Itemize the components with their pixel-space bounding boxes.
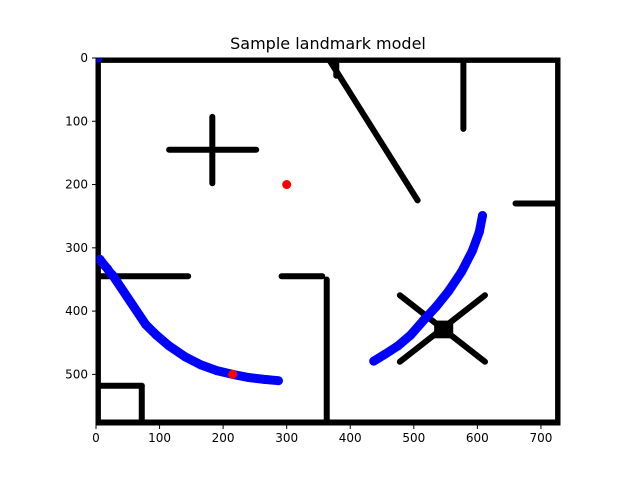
track-point: [406, 330, 416, 340]
track-point: [151, 330, 161, 340]
x-tick-label: 600: [466, 431, 489, 445]
x-tick-label: 400: [339, 431, 362, 445]
y-tick-label: 200: [65, 178, 88, 192]
track-point: [244, 373, 254, 383]
track-point: [477, 211, 487, 221]
track-point: [467, 246, 477, 256]
y-axis: 0 100 200 300 400 500: [65, 51, 96, 381]
track-point: [444, 286, 454, 296]
track-point: [418, 316, 428, 326]
y-tick-label: 400: [65, 304, 88, 318]
x-tick-label: 0: [92, 431, 100, 445]
track-point: [474, 227, 484, 237]
track-point: [180, 352, 190, 362]
x-axis: 0 100 200 300 400 500 600 700: [92, 425, 552, 445]
y-tick-label: 500: [65, 367, 88, 381]
track-point: [393, 341, 403, 351]
track-point: [431, 302, 441, 312]
y-tick-label: 300: [65, 241, 88, 255]
x-tick-label: 500: [402, 431, 425, 445]
axes-frame: [95, 57, 561, 426]
track-point: [380, 349, 390, 359]
wall-segment: [326, 58, 421, 204]
track-point: [108, 270, 118, 280]
y-tick-label: 100: [65, 114, 88, 128]
track-point: [96, 58, 103, 63]
landmark-point: [228, 369, 238, 379]
track-point: [212, 366, 222, 376]
wall-block: [434, 320, 454, 339]
plot-area: [96, 58, 560, 425]
x-tick-label: 300: [275, 431, 298, 445]
track-point: [273, 376, 283, 386]
track-point: [164, 341, 174, 351]
x-tick-label: 700: [529, 431, 552, 445]
track-point: [456, 267, 466, 277]
x-tick-label: 100: [148, 431, 171, 445]
track-point: [259, 374, 269, 384]
x-tick-label: 200: [212, 431, 235, 445]
chart-title: Sample landmark model: [230, 34, 426, 53]
track-point: [369, 356, 379, 366]
track-point: [141, 319, 151, 329]
y-tick-label: 0: [80, 51, 88, 65]
track-point: [196, 360, 206, 370]
landmark-point: [282, 180, 292, 190]
